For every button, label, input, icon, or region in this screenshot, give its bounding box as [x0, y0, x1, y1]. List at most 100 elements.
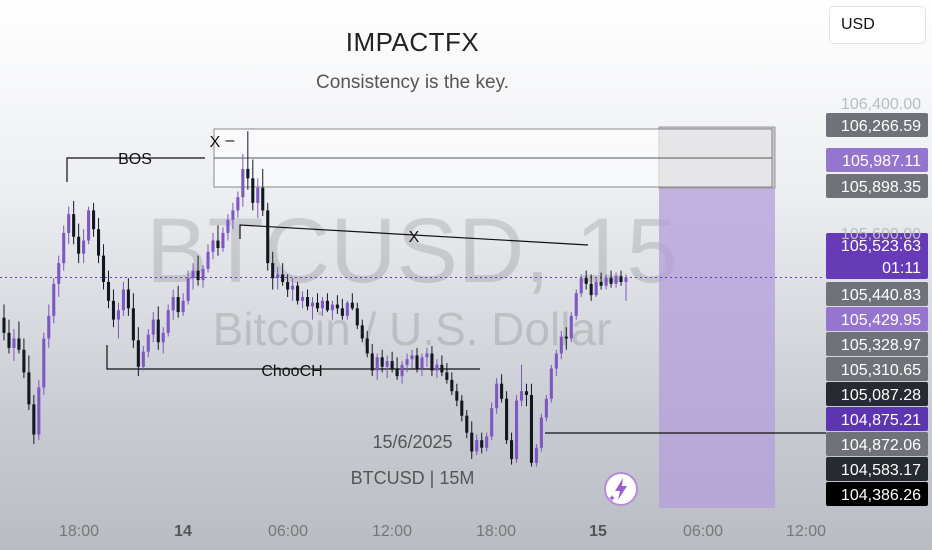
x-tick-label: 14: [174, 523, 192, 540]
candle: [191, 263, 195, 290]
candle: [281, 263, 285, 286]
candle: [584, 270, 588, 290]
candle: [271, 251, 275, 290]
candle: [77, 223, 81, 264]
candle: [17, 321, 21, 354]
svg-text:104,583.17: 104,583.17: [841, 462, 921, 479]
candle: [151, 312, 155, 343]
price-label: 104,386.26: [826, 482, 928, 506]
annotation-label: ChooCH: [261, 363, 322, 380]
candle: [574, 289, 578, 320]
candle: [365, 330, 369, 358]
candle: [320, 297, 325, 316]
candle: [171, 289, 175, 320]
candle: [221, 227, 225, 252]
candle: [539, 413, 543, 452]
candle: [216, 225, 220, 256]
candle: [619, 270, 623, 286]
candle: [111, 289, 116, 328]
price-label: 105,523.63 01:11: [826, 233, 928, 279]
x-tick-label: 06:00: [268, 523, 308, 540]
candle: [380, 349, 384, 373]
currency-selector[interactable]: USD: [830, 7, 925, 43]
candle: [420, 353, 424, 377]
candle: [231, 202, 235, 230]
candle: [256, 178, 260, 218]
candle: [609, 270, 613, 288]
svg-text:105,328.97: 105,328.97: [841, 337, 921, 354]
svg-text:104,875.21: 104,875.21: [841, 412, 921, 429]
candle: [161, 327, 165, 354]
candle: [2, 304, 6, 341]
svg-text:105,310.65: 105,310.65: [841, 362, 921, 379]
svg-text:105,523.63: 105,523.63: [841, 238, 921, 255]
candle: [589, 274, 593, 301]
candle: [37, 379, 41, 441]
candle: [335, 295, 339, 314]
candle: [569, 312, 573, 343]
candle: [495, 378, 499, 414]
candle: [390, 351, 394, 373]
candle: [87, 206, 91, 245]
candle: [340, 298, 344, 320]
candle: [82, 229, 86, 264]
watermark-name: Bitcoin / U.S. Dollar: [213, 303, 612, 355]
y-tick-label: 106,400.00: [841, 96, 921, 113]
candle: [211, 232, 215, 260]
svg-text:105,087.28: 105,087.28: [841, 387, 921, 404]
candle: [196, 255, 200, 286]
candle: [201, 265, 205, 288]
price-label: 105,328.97: [826, 332, 928, 356]
candle: [296, 281, 300, 305]
price-label: 104,875.21: [826, 407, 928, 431]
candle: [22, 338, 26, 379]
annotation-0: BOS: [118, 151, 152, 168]
candle: [564, 327, 568, 350]
candle: [360, 319, 364, 343]
price-label: 105,310.65: [826, 357, 928, 381]
candle: [315, 293, 320, 313]
candle: [156, 306, 160, 350]
candle: [261, 168, 265, 217]
candle: [395, 357, 399, 380]
candle: [236, 191, 240, 218]
candle: [599, 272, 603, 290]
candle: [400, 361, 404, 384]
price-label: 105,898.35: [826, 174, 928, 198]
candle: [97, 217, 101, 264]
y-tick-label: 105,600.00: [841, 226, 921, 243]
candle: [126, 278, 130, 316]
candle: [460, 394, 464, 422]
candle: [355, 302, 359, 330]
candle: [425, 347, 429, 367]
x-tick-label: 18:00: [59, 523, 99, 540]
watermark-symbol: BTCUSD, 15: [146, 200, 678, 302]
candle: [146, 329, 150, 358]
price-label: 105,429.95: [826, 307, 928, 331]
candle: [510, 432, 514, 465]
candle: [604, 274, 608, 290]
chart-title: IMPACTFX: [345, 27, 480, 57]
candle: [121, 281, 125, 316]
candle: [52, 278, 56, 324]
svg-text:105,440.83: 105,440.83: [841, 287, 921, 304]
candle: [92, 202, 96, 237]
lightning-icon[interactable]: [603, 471, 639, 507]
candle: [251, 159, 255, 211]
candle: [325, 293, 329, 313]
candle: [415, 347, 419, 373]
price-label: 105,987.11: [826, 148, 928, 172]
candle: [594, 278, 598, 298]
annotation-label: BOS: [118, 151, 152, 168]
candle: [430, 346, 434, 377]
candle: [405, 353, 409, 373]
x-trend-line: [239, 224, 589, 246]
candle: [465, 410, 469, 439]
date-note: 15/6/2025: [372, 432, 453, 452]
candle: [301, 291, 305, 309]
price-label: 105,087.28: [826, 382, 928, 406]
annotation-2: –: [226, 132, 235, 149]
price-label: 104,583.17: [826, 457, 928, 481]
